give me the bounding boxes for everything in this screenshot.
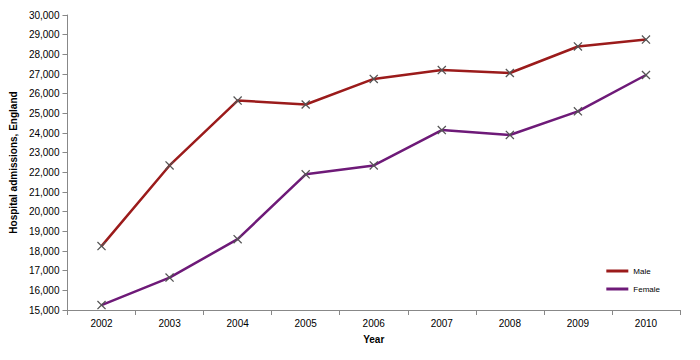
svg-text:27,000: 27,000 (29, 69, 60, 80)
svg-text:2008: 2008 (499, 318, 522, 329)
svg-text:2009: 2009 (567, 318, 590, 329)
svg-text:16,000: 16,000 (29, 285, 60, 296)
svg-text:2004: 2004 (227, 318, 250, 329)
svg-text:2005: 2005 (295, 318, 318, 329)
svg-text:Female: Female (633, 285, 660, 294)
svg-text:20,000: 20,000 (29, 206, 60, 217)
svg-text:2010: 2010 (635, 318, 658, 329)
svg-text:18,000: 18,000 (29, 246, 60, 257)
svg-text:22,000: 22,000 (29, 167, 60, 178)
svg-text:Male: Male (633, 267, 651, 276)
svg-text:29,000: 29,000 (29, 29, 60, 40)
svg-text:2006: 2006 (363, 318, 386, 329)
svg-text:2002: 2002 (90, 318, 113, 329)
svg-text:17,000: 17,000 (29, 265, 60, 276)
svg-text:2003: 2003 (158, 318, 181, 329)
svg-text:26,000: 26,000 (29, 88, 60, 99)
svg-text:23,000: 23,000 (29, 147, 60, 158)
svg-text:28,000: 28,000 (29, 49, 60, 60)
svg-text:19,000: 19,000 (29, 226, 60, 237)
svg-text:25,000: 25,000 (29, 108, 60, 119)
svg-text:2007: 2007 (431, 318, 454, 329)
svg-text:30,000: 30,000 (29, 10, 60, 21)
svg-text:Hospital admissions, England: Hospital admissions, England (8, 91, 19, 233)
svg-text:15,000: 15,000 (29, 305, 60, 316)
svg-text:21,000: 21,000 (29, 187, 60, 198)
svg-text:Year: Year (363, 334, 384, 345)
svg-text:24,000: 24,000 (29, 128, 60, 139)
